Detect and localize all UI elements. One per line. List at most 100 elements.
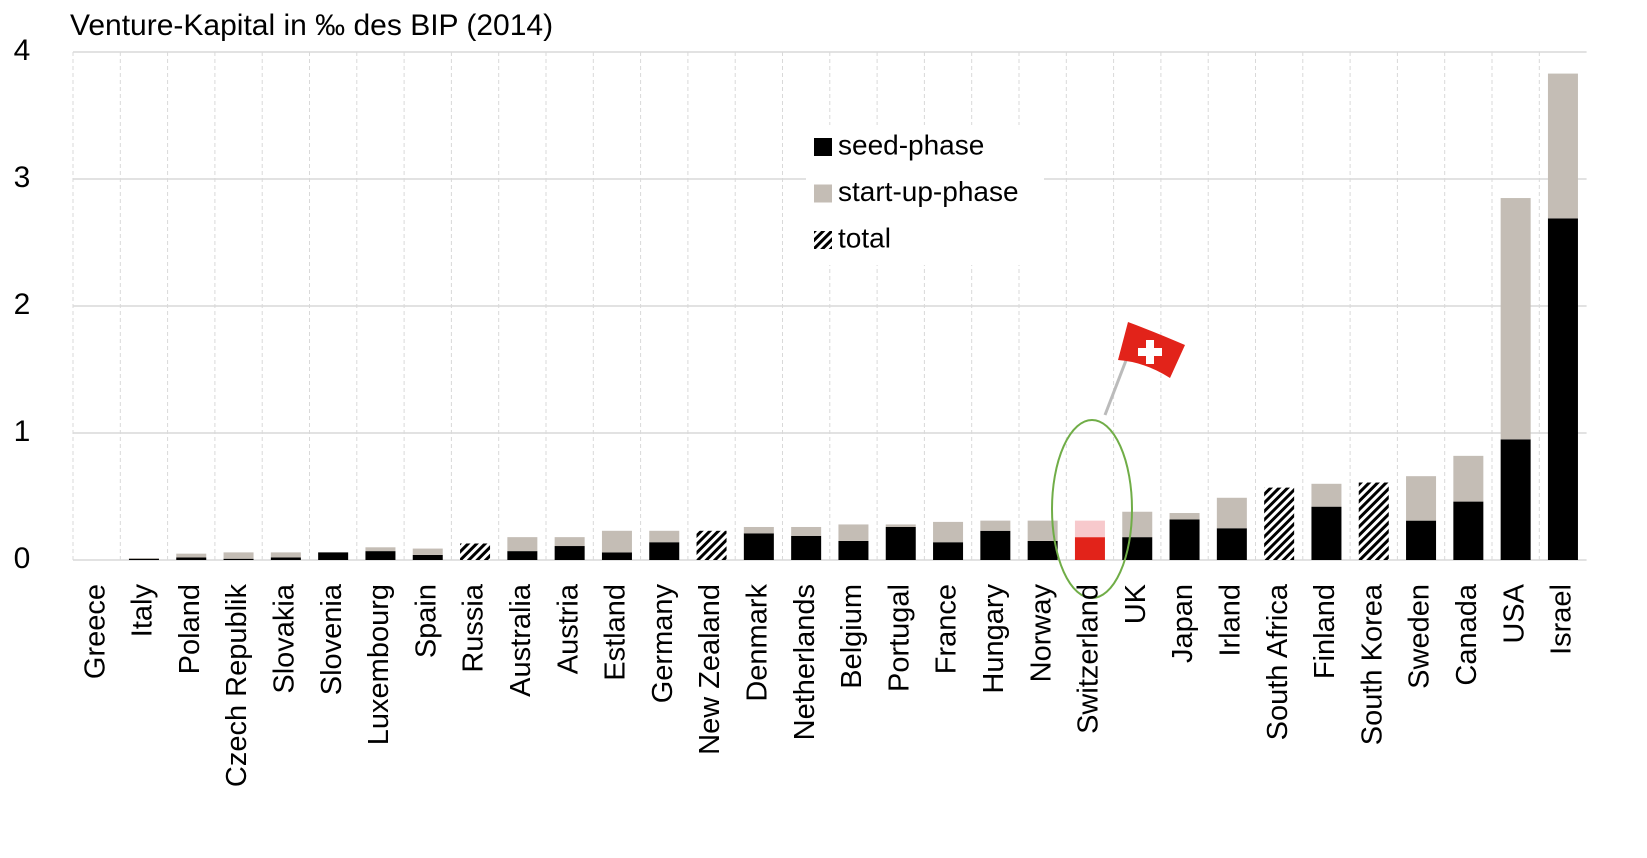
x-tick-label: Finland xyxy=(1309,584,1341,679)
bar xyxy=(601,552,632,560)
bar xyxy=(696,530,727,560)
bar xyxy=(933,521,964,543)
bar xyxy=(128,558,159,559)
bar xyxy=(1406,476,1437,521)
x-tick-label: Netherlands xyxy=(789,584,821,740)
bar xyxy=(554,546,585,560)
bar xyxy=(980,530,1011,560)
bar xyxy=(412,554,443,560)
x-tick-label: Estland xyxy=(600,584,632,681)
bar xyxy=(1216,528,1247,560)
bar xyxy=(1406,520,1437,560)
bar xyxy=(1169,513,1200,520)
bar xyxy=(1027,520,1058,541)
bar xyxy=(176,557,207,560)
y-tick-label: 2 xyxy=(14,288,31,321)
y-tick-label: 1 xyxy=(14,415,31,448)
bar xyxy=(270,552,301,558)
bar xyxy=(554,537,585,547)
bar xyxy=(1311,483,1342,507)
bar xyxy=(223,552,254,559)
x-tick-label: Belgium xyxy=(836,584,868,689)
bar xyxy=(649,530,680,543)
x-tick-label: Luxembourg xyxy=(363,584,395,745)
bar xyxy=(1074,520,1105,538)
legend-label: seed-phase xyxy=(838,129,984,160)
bar xyxy=(412,548,443,555)
y-tick-label: 3 xyxy=(14,161,31,194)
bar xyxy=(460,543,491,560)
bar xyxy=(601,530,632,553)
x-tick-label: Sweden xyxy=(1404,584,1436,689)
bar xyxy=(318,552,349,560)
highlight-ellipse xyxy=(1051,419,1133,599)
bar xyxy=(933,542,964,560)
x-tick-label: Australia xyxy=(505,583,537,697)
x-tick-label: South Africa xyxy=(1262,583,1294,740)
x-tick-label: USA xyxy=(1498,583,1530,643)
bar xyxy=(885,526,916,560)
bars xyxy=(128,73,1578,560)
x-tick-label: Japan xyxy=(1167,584,1199,663)
bar xyxy=(1122,511,1153,538)
x-tick-label: Spain xyxy=(410,584,442,658)
x-tick-label: Austria xyxy=(552,583,584,674)
x-tick-label: Russia xyxy=(458,583,490,673)
bar xyxy=(791,526,822,536)
x-tick-label: Hungary xyxy=(978,584,1010,694)
bar xyxy=(791,535,822,560)
x-tick-label: Slovakia xyxy=(269,583,301,693)
bar xyxy=(743,526,774,534)
bar xyxy=(1074,537,1105,560)
bar xyxy=(743,533,774,560)
x-tick-label: Switzerland xyxy=(1073,584,1105,734)
legend-label: total xyxy=(838,222,891,253)
bar xyxy=(1216,497,1247,529)
y-tick-label: 4 xyxy=(14,34,31,67)
bar xyxy=(1547,73,1578,219)
bar xyxy=(223,558,254,560)
bar xyxy=(1547,218,1578,560)
bar xyxy=(1453,501,1484,560)
x-tick-label: Norway xyxy=(1025,584,1057,683)
x-tick-label: Denmark xyxy=(742,584,774,702)
bar xyxy=(365,547,396,552)
bar xyxy=(1169,519,1200,560)
x-tick-label: South Korea xyxy=(1356,583,1388,745)
legend-box xyxy=(806,125,1044,265)
x-tick-label: Czech Republik xyxy=(221,584,253,788)
x-tick-label: Poland xyxy=(174,584,206,674)
bar xyxy=(270,557,301,560)
bar xyxy=(885,524,916,527)
bar xyxy=(507,537,538,552)
x-tick-label: New Zealand xyxy=(694,584,726,755)
bar xyxy=(1500,439,1531,560)
legend-label: start-up-phase xyxy=(838,176,1019,207)
bar xyxy=(176,553,207,558)
bar xyxy=(980,520,1011,531)
bar xyxy=(838,540,869,560)
bar xyxy=(649,542,680,560)
x-tick-label: Germany xyxy=(647,584,679,704)
legend-swatch xyxy=(814,184,832,203)
x-tick-label: Canada xyxy=(1451,583,1483,685)
x-tick-label: Portugal xyxy=(883,584,915,692)
x-tick-label: Slovenia xyxy=(316,583,348,695)
x-tick-label: Greece xyxy=(79,584,111,679)
legend-swatch xyxy=(814,138,832,156)
bar xyxy=(365,551,396,560)
bar xyxy=(1311,506,1342,560)
bar xyxy=(1358,482,1389,560)
x-tick-label: UK xyxy=(1120,583,1152,624)
x-tick-label: Irland xyxy=(1215,584,1247,657)
legend: seed-phase start-up-phase total xyxy=(806,125,1044,265)
grid xyxy=(72,51,1587,561)
y-tick-label: 0 xyxy=(14,542,31,575)
bar xyxy=(1264,487,1295,560)
bar xyxy=(507,551,538,560)
bar xyxy=(128,558,159,560)
bar xyxy=(838,524,869,541)
chart-title: Venture-Kapital in ‰ des BIP (2014) xyxy=(70,9,553,42)
bar xyxy=(1027,540,1058,560)
